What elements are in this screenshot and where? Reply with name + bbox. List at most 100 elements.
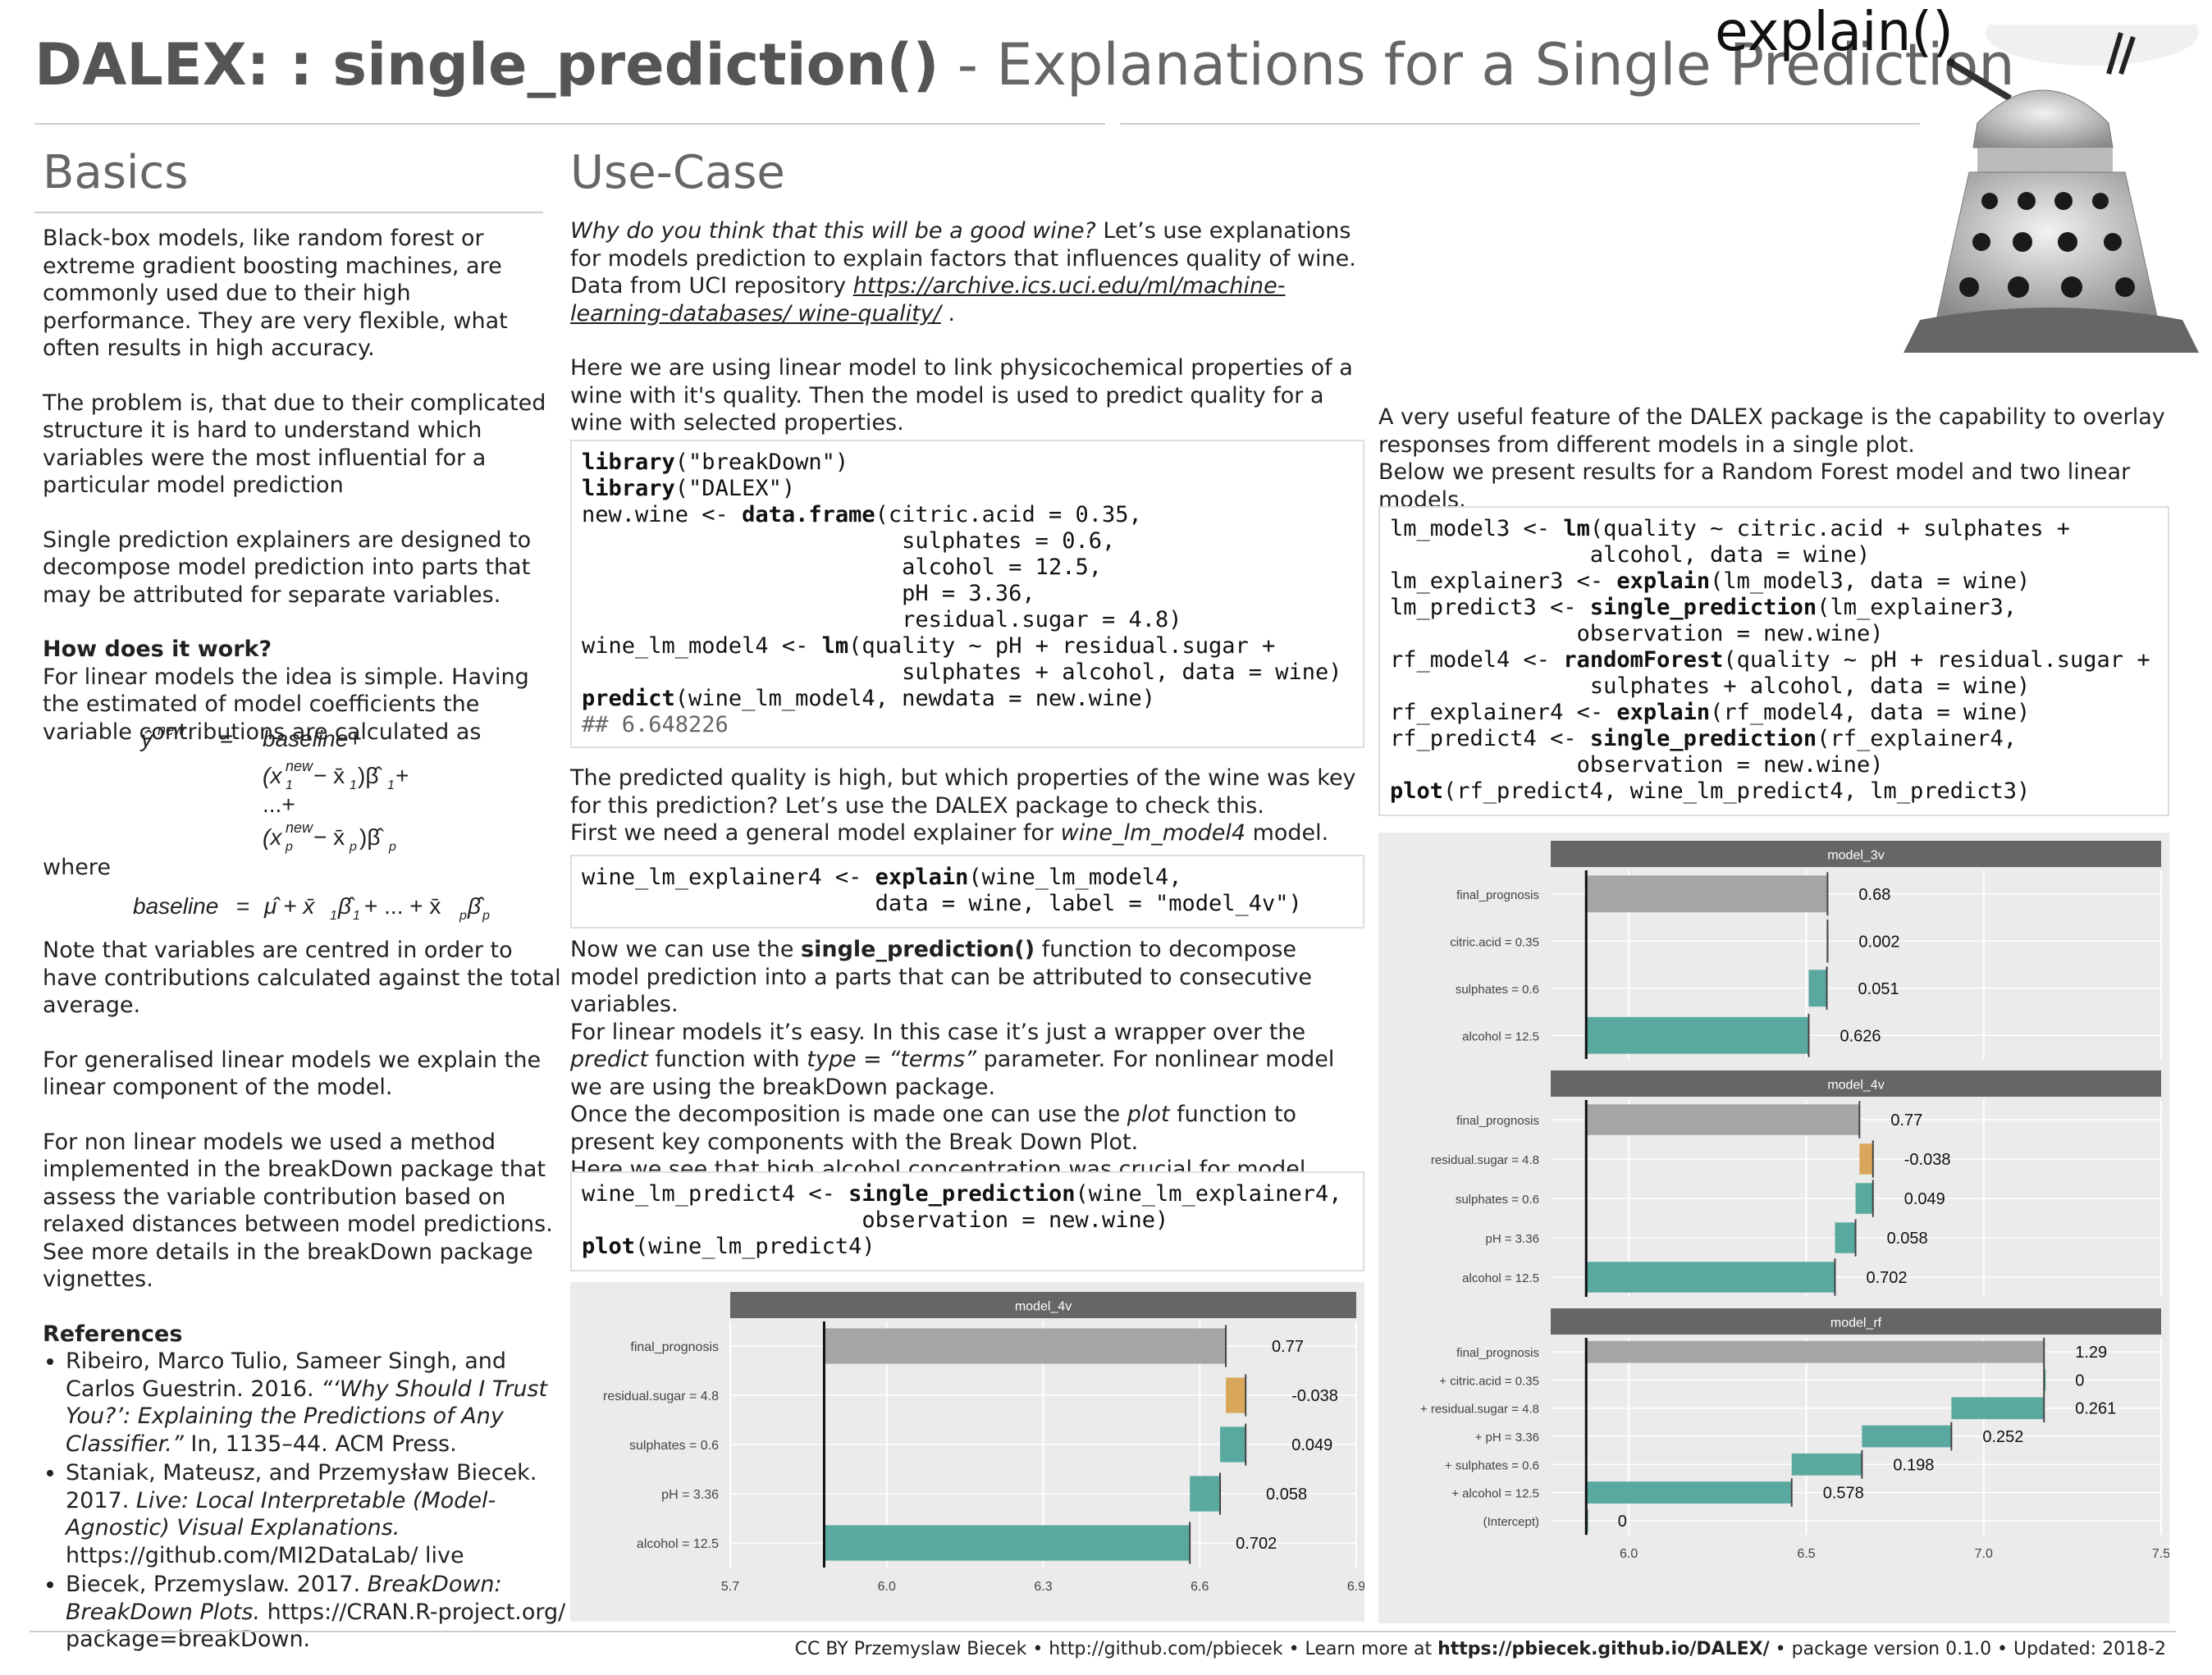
explain-label: explain() (1715, 0, 1954, 63)
basics-column-2: Note that variables are centred in order… (43, 937, 568, 1655)
svg-text:p: p (459, 909, 467, 923)
usecase-p2: Here we are using linear model to link p… (570, 355, 1353, 436)
row-label: pH = 3.36 (661, 1488, 719, 1502)
waterfall-bar (1586, 1340, 2045, 1363)
row-label: final_prognosis (1456, 1346, 1539, 1360)
right-p1: A very useful feature of the DALEX packa… (1378, 404, 2165, 458)
value-label: 0.051 (1858, 980, 1899, 998)
footer-link[interactable]: https://pbiecek.github.io/DALEX/ (1437, 1639, 1770, 1659)
basics-column: Black-box models, like random forest or … (43, 225, 560, 746)
svg-text:+: + (395, 763, 409, 788)
row-label: citric.acid = 0.35 (1450, 935, 1539, 949)
svg-text:p: p (482, 909, 490, 923)
value-label: -0.038 (1904, 1151, 1951, 1169)
basics-p5: Note that variables are centred in order… (43, 938, 561, 1018)
svg-text:)β̂: )β̂ (359, 824, 384, 850)
value-label: 0.77 (1890, 1111, 1922, 1130)
value-label: 0.252 (1982, 1428, 2023, 1446)
row-label: + residual.sugar = 4.8 (1420, 1403, 1539, 1417)
ref3-title: BreakDown: BreakDown Plots. (66, 1572, 502, 1625)
waterfall-bar (1585, 1262, 1835, 1293)
value-label: 0.702 (1236, 1535, 1277, 1553)
row-label: residual.sugar = 4.8 (603, 1390, 719, 1403)
reference-item: Staniak, Mateusz, and Przemysław Biecek.… (66, 1459, 568, 1569)
row-label: + sulphates = 0.6 (1445, 1458, 1539, 1472)
panel-strip (1551, 1070, 2161, 1097)
waterfall-bar (1855, 1183, 1873, 1214)
svg-text:μ̂ + x̄: μ̂ + x̄ (263, 893, 315, 919)
usecase-heading: Use-Case (570, 146, 785, 199)
basics-heading: Basics (43, 146, 189, 199)
x-tick-label: 6.6 (1191, 1580, 1209, 1594)
svg-text:=: = (220, 726, 233, 751)
x-tick-label: 7.5 (2152, 1547, 2169, 1561)
code-block-predict: wine_lm_predict4 <- single_prediction(wi… (570, 1171, 1364, 1271)
svg-text:− x̄: − x̄ (313, 824, 345, 850)
value-label: 0.626 (1840, 1027, 1881, 1045)
waterfall-bar (1859, 1143, 1873, 1175)
value-label: 0 (2075, 1371, 2084, 1390)
row-label: alcohol = 12.5 (637, 1537, 719, 1551)
p4-plot: plot (1127, 1102, 1170, 1127)
p4-f: function with (647, 1047, 807, 1072)
usecase-p3-a: The predicted quality is high, but which… (570, 765, 1356, 819)
svg-text:− x̄: − x̄ (313, 763, 345, 788)
svg-text:=: = (236, 893, 249, 919)
ref2-source: https://github.com/MI2DataLab/ live (66, 1542, 464, 1568)
value-label: 0.68 (1858, 886, 1890, 904)
value-label: 0.058 (1887, 1230, 1928, 1248)
title-rest: - Explanations for a Single Prediction (939, 31, 2015, 98)
value-label: 0.578 (1823, 1485, 1864, 1503)
x-tick-label: 6.9 (1347, 1580, 1364, 1594)
svg-text:p: p (285, 840, 293, 854)
row-label: + alcohol = 12.5 (1451, 1487, 1539, 1501)
ref2-title: Live: Local Interpretable (Model-Agnosti… (66, 1487, 496, 1541)
waterfall-bar (1791, 1453, 1862, 1476)
strip-label: model_rf (1830, 1316, 1882, 1330)
panel-strip (730, 1292, 1356, 1318)
x-tick-label: 5.7 (721, 1580, 739, 1594)
svg-text:(x: (x (263, 824, 282, 850)
strip-label: model_4v (1015, 1299, 1072, 1313)
svg-text:1: 1 (353, 909, 360, 923)
usecase-intro: Why do you think that this will be a goo… (570, 217, 1366, 464)
right-intro: A very useful feature of the DALEX packa… (1378, 404, 2199, 513)
usecase-p1: Why do you think that this will be a goo… (570, 217, 1366, 327)
basics-p6: For generalised linear models we explain… (43, 1047, 542, 1101)
waterfall-bar (1586, 875, 1828, 913)
svg-text:1: 1 (286, 778, 293, 792)
waterfall-bar (1835, 1222, 1856, 1253)
basics-p2: The problem is, that due to their compli… (43, 390, 546, 499)
right-p2: Below we present results for a Random Fo… (1378, 459, 2131, 513)
row-label: + pH = 3.36 (1475, 1431, 1539, 1445)
svg-text:1: 1 (350, 778, 357, 792)
ref3-authors: Biecek, Przemyslaw. 2017. (66, 1572, 368, 1597)
refs-heading: References (43, 1321, 183, 1347)
svg-text:p: p (349, 840, 357, 854)
value-label: 0.702 (1866, 1269, 1907, 1287)
waterfall-bar (1951, 1397, 2045, 1420)
row-label: sulphates = 0.6 (1456, 1193, 1539, 1207)
svg-text:new: new (286, 758, 313, 774)
x-tick-label: 6.0 (878, 1580, 896, 1594)
svg-text:1: 1 (330, 909, 337, 923)
usecase-p1-end: . (940, 300, 955, 326)
row-label: pH = 3.36 (1486, 1232, 1539, 1246)
how-heading: How does it work? (43, 637, 272, 662)
svg-text:new: new (158, 722, 185, 738)
p4-h: parameter. For nonlinear model we are us… (570, 1047, 1335, 1100)
usecase-p4-line2: For linear models it’s easy. In this cas… (570, 1019, 1370, 1102)
uci-link[interactable]: https://archive.ics.uci.edu/ml/machine-l… (570, 273, 1286, 326)
ref1-source: In, 1135–44. ACM Press. (183, 1431, 457, 1457)
svg-text:new: new (286, 819, 313, 836)
footer-credits: CC BY Przemyslaw Biecek • http://github.… (794, 1639, 1438, 1659)
x-tick-label: 6.0 (1620, 1547, 1638, 1561)
svg-text:baseline: baseline (133, 893, 218, 919)
footer-rule (30, 1631, 2176, 1632)
p4-l: function to present key components with … (570, 1102, 1297, 1155)
svg-text:p: p (388, 840, 396, 854)
basics-p4: For linear models the idea is simple. Ha… (43, 664, 529, 745)
formula-baseline: baseline = μ̂ + x̄ 1 β̂ 1 + ... + x̄ p β̂ p (133, 893, 490, 923)
where-label: where (43, 855, 111, 880)
usecase-p1-text: Let’s use explanations for models predic… (570, 218, 1356, 299)
